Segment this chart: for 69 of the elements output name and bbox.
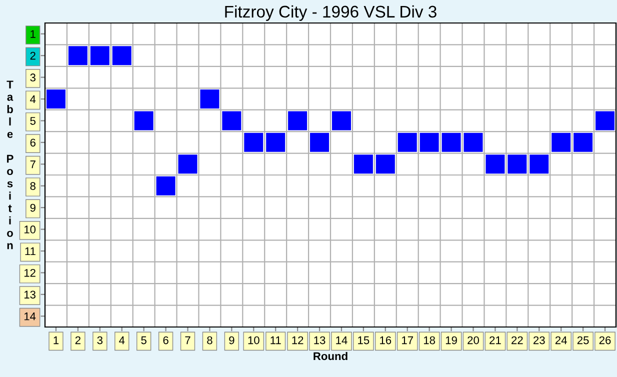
x-tick-label: 21 <box>490 336 501 344</box>
x-tick-label: 16 <box>380 336 392 344</box>
x-tick-label: 13 <box>314 336 326 344</box>
x-tick-label: 22 <box>512 336 523 344</box>
y-tick-label: 12 <box>24 268 36 277</box>
x-tick-label: 24 <box>555 336 567 344</box>
text: Table Position <box>6 80 14 250</box>
x-axis-title: Round <box>314 352 348 360</box>
x-tick-label: 8 <box>207 336 212 344</box>
x-tick-label: 7 <box>185 336 190 344</box>
point <box>376 154 395 174</box>
point <box>244 132 264 152</box>
x-tick-label: 14 <box>336 336 348 344</box>
y-tick-label: 8 <box>30 182 36 190</box>
point <box>310 132 330 152</box>
x-tick-label: 9 <box>229 336 234 344</box>
x-tick-label: 11 <box>270 336 281 344</box>
point <box>596 111 615 130</box>
point <box>354 154 373 174</box>
point <box>398 132 417 152</box>
point <box>332 111 351 130</box>
x-tick-label: 10 <box>248 336 260 344</box>
point <box>442 132 461 152</box>
y-tick-label: 7 <box>30 160 36 168</box>
x-tick-label: 5 <box>141 336 146 344</box>
y-tick-label: 3 <box>30 74 36 82</box>
x-tick-label: 23 <box>534 336 545 344</box>
point <box>508 154 527 174</box>
point <box>574 132 593 152</box>
point <box>112 46 132 66</box>
point <box>530 154 549 174</box>
y-tick-label: 14 <box>24 312 36 320</box>
point <box>266 132 286 152</box>
point <box>288 111 308 130</box>
y-tick-label: 9 <box>30 204 36 212</box>
x-tick-label: 4 <box>119 336 125 344</box>
point <box>552 132 571 152</box>
y-tick-label: 5 <box>30 117 36 125</box>
point <box>486 154 505 174</box>
point <box>420 132 439 152</box>
point <box>222 111 242 130</box>
point <box>68 46 88 66</box>
x-tick-label: 26 <box>599 336 611 344</box>
point <box>90 46 110 66</box>
y-tick-label: 1 <box>30 30 36 38</box>
x-tick-label: 18 <box>424 336 436 344</box>
x-tick-label: 2 <box>75 336 80 344</box>
y-tick-label: 6 <box>30 138 36 147</box>
x-tick-label: 15 <box>358 336 370 344</box>
x-tick-label: 17 <box>402 336 413 344</box>
point <box>156 176 176 196</box>
point <box>134 111 154 130</box>
x-tick-label: 12 <box>292 336 304 344</box>
x-tick-label: 19 <box>446 336 457 344</box>
y-tick-label: 4 <box>30 95 36 104</box>
x-tick-label: 25 <box>577 336 589 344</box>
x-tick-label: 20 <box>468 336 479 344</box>
x-tick-label: 3 <box>97 336 103 344</box>
y-tick-label: 10 <box>24 226 36 234</box>
y-tick-label: 13 <box>24 290 36 299</box>
x-tick-label: 1 <box>54 336 59 344</box>
point <box>200 90 220 108</box>
point <box>46 90 66 108</box>
y-tick-label: 2 <box>30 52 36 60</box>
chart-title: Fitzroy City - 1996 VSL Div 3 <box>225 5 436 21</box>
x-tick-label: 6 <box>163 336 168 344</box>
point <box>464 132 483 152</box>
point <box>178 154 198 174</box>
y-tick-label: 11 <box>25 247 36 256</box>
